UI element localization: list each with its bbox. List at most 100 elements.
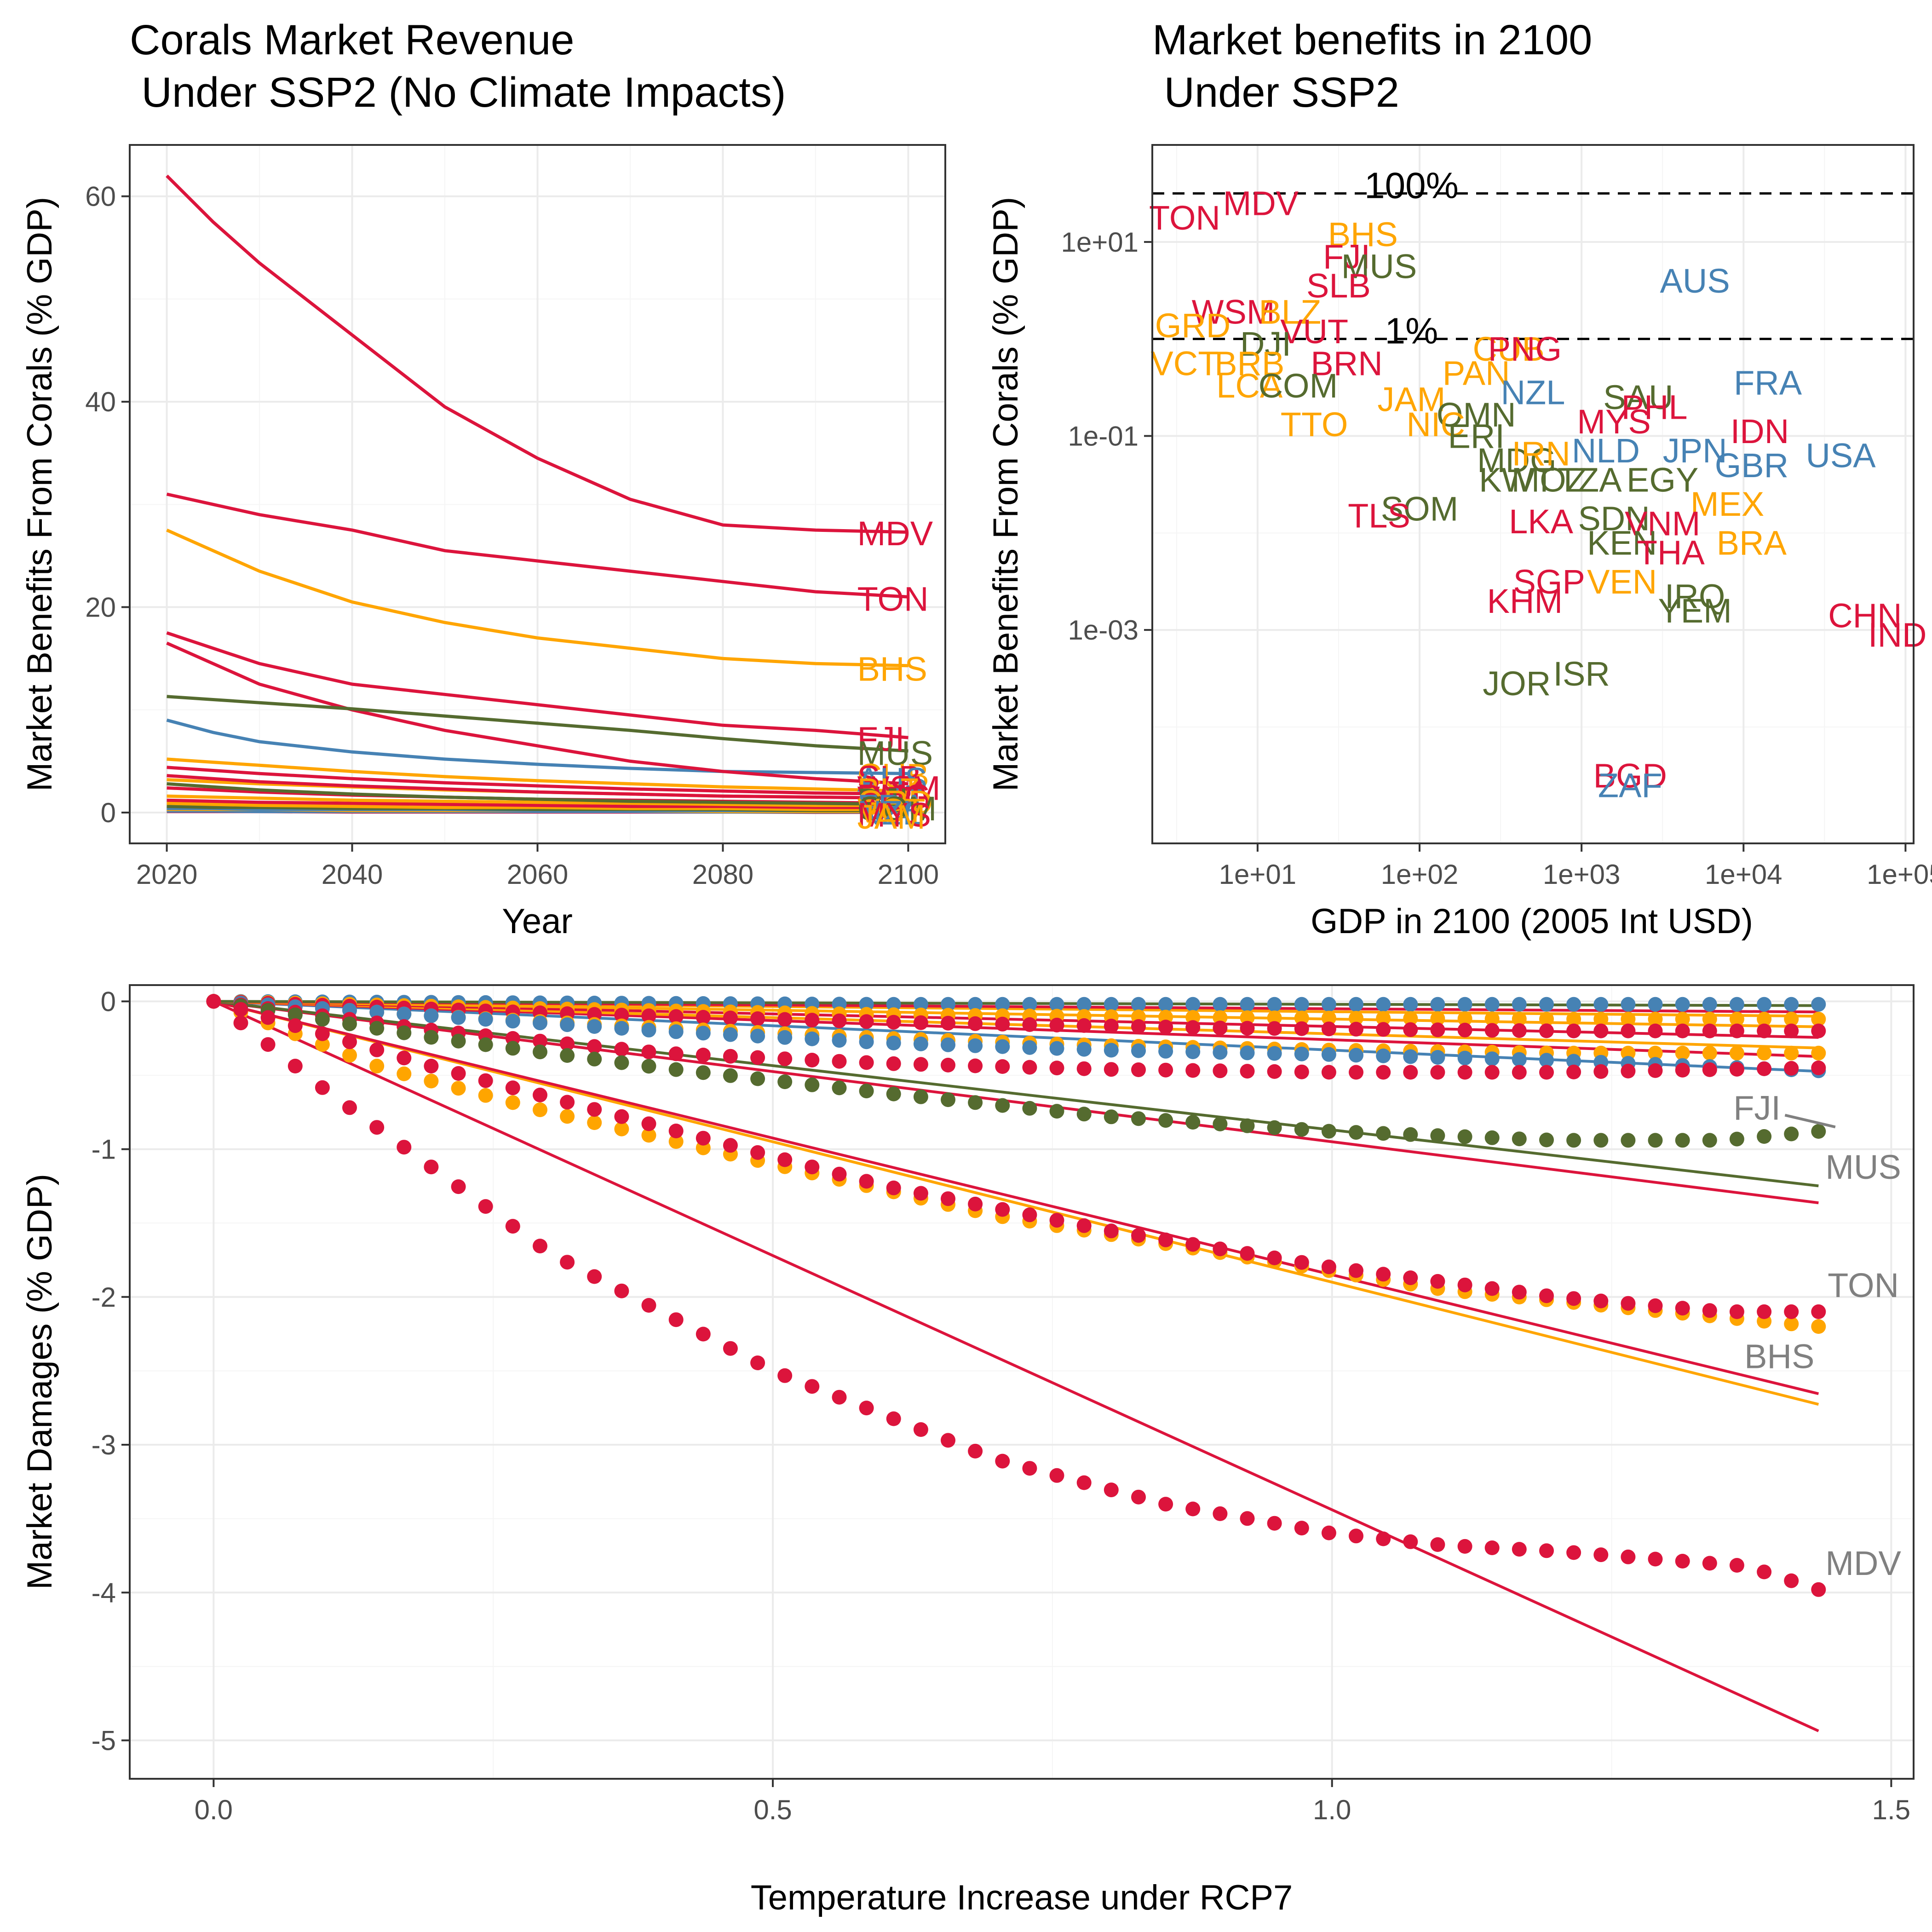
revenue-panel-x-title: Year [502,902,573,941]
end-label: WSM [857,769,941,807]
damage-point [478,1037,493,1052]
x-tick-label: 1e+04 [1705,859,1782,890]
damage-point [1104,1062,1119,1077]
damage-point [1729,1023,1744,1038]
damage-point [1621,1549,1636,1564]
damage-point [750,1011,765,1026]
end-label: BLZ [857,771,920,809]
x-tick-label: 1e+03 [1543,859,1621,890]
damage-point [478,1088,493,1103]
damage-point [397,1050,412,1066]
damage-point [1593,1011,1609,1027]
damage-point [668,1124,684,1138]
damage-point [1593,997,1609,1012]
damage-point [1512,1131,1527,1147]
country-label: PNG [1488,330,1562,368]
damage-point [342,1016,357,1032]
damage-point [1811,1045,1826,1061]
damage-point [1131,1489,1146,1505]
damage-point [859,1034,874,1050]
damage-point [1267,1120,1282,1135]
damage-point [1675,997,1690,1012]
damage-point [1158,1113,1173,1128]
damage-point [1430,1274,1445,1289]
damage-point [614,1055,629,1070]
damage-point [777,1051,793,1067]
damage-point [424,1030,439,1045]
end-label: GRD [857,784,933,822]
damage-point [478,1012,493,1027]
damage-point [859,1174,874,1189]
damage-point [832,1033,847,1048]
damage-point [668,1024,684,1039]
country-label: SDN [1578,500,1650,538]
damage-point [587,1051,602,1067]
damage-point [723,1049,738,1064]
country-label: PHL [1622,388,1688,426]
damage-point [533,1102,547,1117]
series-line [166,718,908,775]
damage-point [1484,1065,1500,1080]
damage-point [1267,1010,1282,1026]
damage-point [805,1031,820,1046]
benefits-panel-title-line-2: Under SSP2 [1152,69,1399,116]
y-tick-label: -2 [92,1282,116,1313]
damages-panel-y-title: Market Damages (% GDP) [20,1174,59,1590]
damage-point [587,1102,602,1117]
damage-point [1076,1475,1092,1490]
damage-point [1376,1011,1391,1026]
revenue-panel-title-line-1: Corals Market Revenue [130,17,574,63]
series-line [166,631,908,739]
damage-point [1539,1065,1554,1080]
damage-point [913,1057,928,1072]
damage-point [1512,1023,1527,1038]
damage-point [1811,1060,1826,1075]
damage-point [1811,1319,1826,1334]
country-label: YEM [1658,592,1731,630]
damage-point [1131,1062,1146,1077]
y-tick-label: 40 [85,386,116,417]
y-tick-label: -5 [92,1725,116,1756]
damage-point [1321,1047,1336,1062]
damage-point [1457,1129,1472,1144]
series-line [167,766,908,796]
damage-point [1349,1528,1363,1544]
damage-point [1675,1133,1690,1148]
end-label: NZL [857,794,922,832]
damage-point [1621,1023,1636,1038]
damage-point [941,1037,955,1052]
damage-point [696,1009,711,1025]
damage-point [1784,1045,1799,1061]
damage-point [1185,1044,1201,1059]
damage-point [1321,1259,1336,1275]
damage-point [397,1066,412,1081]
damage-point [723,1010,738,1026]
damage-point [1022,997,1037,1012]
damage-point [1621,1011,1636,1027]
damage-point [1648,1551,1663,1567]
x-tick-label: 0.0 [195,1794,233,1825]
damage-point [1158,1044,1173,1059]
country-label: VCT [1150,344,1219,382]
damage-point [369,1059,385,1073]
damage-point [397,1025,412,1040]
damage-point [587,1115,602,1130]
country-label: IND [1868,616,1926,654]
damage-point [397,1006,412,1021]
damage-point [913,1015,928,1030]
damage-point [1566,1064,1581,1079]
damage-point [1430,1128,1445,1143]
damage-point [424,1159,439,1175]
damage-point [696,1326,711,1342]
country-label: IRN [1512,434,1570,473]
revenue-panel: Corals Market Revenue Under SSP2 (No Cli… [20,17,946,941]
country-label: MDV [1223,185,1299,223]
revenue-panel-series [166,174,908,814]
damage-point [1321,997,1336,1012]
damage-point [614,1121,629,1136]
damage-point [1185,1063,1201,1078]
damage-point [1621,1045,1636,1061]
damage-point [1729,997,1744,1012]
damage-point [1539,997,1554,1012]
